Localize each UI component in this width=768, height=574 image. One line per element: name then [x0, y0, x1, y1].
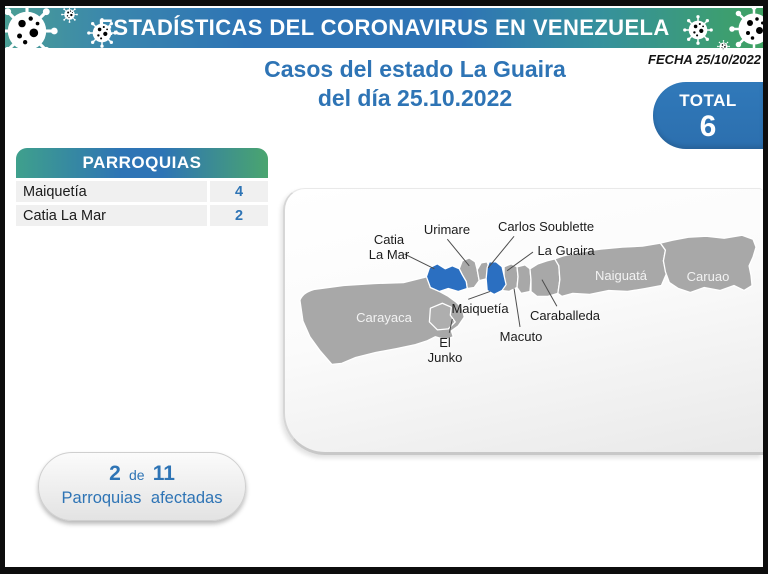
total-parishes: 11	[152, 462, 175, 485]
subtitle-line2: del día 25.10.2022	[317, 85, 513, 111]
date-label: FECHA 25/10/2022	[648, 52, 761, 67]
la-guaira-map	[299, 234, 757, 365]
page-background: ESTADÍSTICAS DEL CORONAVIRUS EN VENEZUEL…	[5, 6, 763, 567]
map-label-catia-la-mar: Catia La Mar	[362, 232, 416, 262]
leader-lines	[404, 235, 558, 333]
subtitle-line1: Casos del estado La Guaira	[264, 56, 566, 82]
virus-icon	[683, 15, 713, 45]
map-label-line: La Mar	[368, 247, 410, 262]
summary-pill: 2 de 11 Parroquias afectadas	[38, 452, 246, 521]
map-card: Catia La Mar Urimare Carlos Soublette La…	[283, 188, 763, 455]
header-banner: ESTADÍSTICAS DEL CORONAVIRUS EN VENEZUEL…	[5, 8, 763, 48]
map-label-caruao: Caruao	[686, 269, 730, 284]
table-row: Catia La Mar 2	[16, 205, 268, 226]
parish-el-junko	[428, 302, 456, 331]
parish-catia-la-mar-highlighted	[425, 263, 468, 293]
parish-caruao	[659, 234, 757, 294]
parish-value-cell: 4	[210, 181, 268, 202]
map-label-line: El	[439, 335, 451, 350]
parroquias-table-header: PARROQUIAS	[16, 148, 268, 178]
parish-maiquetia-highlighted	[485, 261, 507, 296]
map-label-caraballeda: Caraballeda	[529, 308, 601, 323]
map-label-urimare: Urimare	[423, 222, 471, 237]
parish-name-cell: Catia La Mar	[16, 205, 207, 226]
virus-icon	[5, 6, 58, 62]
parish-carayaca	[299, 276, 465, 365]
map-label-carayaca: Carayaca	[356, 310, 412, 325]
map-label-naiguata: Naiguatá	[594, 268, 648, 283]
map-label-macuto: Macuto	[499, 329, 543, 344]
parish-name-cell: Maiquetía	[16, 181, 207, 202]
total-box: TOTAL 6	[653, 82, 763, 149]
map-label-carlos-soublette: Carlos Soublette	[497, 219, 595, 234]
subtitle: Casos del estado La Guaira del día 25.10…	[255, 55, 575, 113]
map-label-line: Junko	[427, 350, 463, 365]
summary-count-line: 2 de 11	[39, 462, 245, 486]
connector-text: de	[128, 467, 145, 483]
parroquias-table: PARROQUIAS Maiquetía 4 Catia La Mar 2	[16, 148, 268, 226]
map-label-el-junko: El Junko	[423, 335, 467, 365]
total-label: TOTAL	[679, 91, 737, 110]
total-value: 6	[699, 110, 717, 143]
map-label-la-guaira: La Guaira	[537, 243, 595, 258]
table-row: Maiquetía 4	[16, 181, 268, 202]
summary-caption: Parroquias afectadas	[61, 489, 223, 507]
parish-value-cell: 2	[210, 205, 268, 226]
map-label-line: Catia	[373, 232, 405, 247]
virus-icon	[729, 6, 763, 54]
virus-icon	[61, 6, 78, 23]
parish-macuto	[516, 264, 532, 295]
map-label-maiquetia: Maiquetía	[451, 301, 509, 316]
virus-icon	[87, 18, 117, 48]
affected-count: 2	[109, 462, 121, 485]
parish-caraballeda	[529, 258, 561, 298]
page-title: ESTADÍSTICAS DEL CORONAVIRUS EN VENEZUEL…	[98, 15, 670, 40]
